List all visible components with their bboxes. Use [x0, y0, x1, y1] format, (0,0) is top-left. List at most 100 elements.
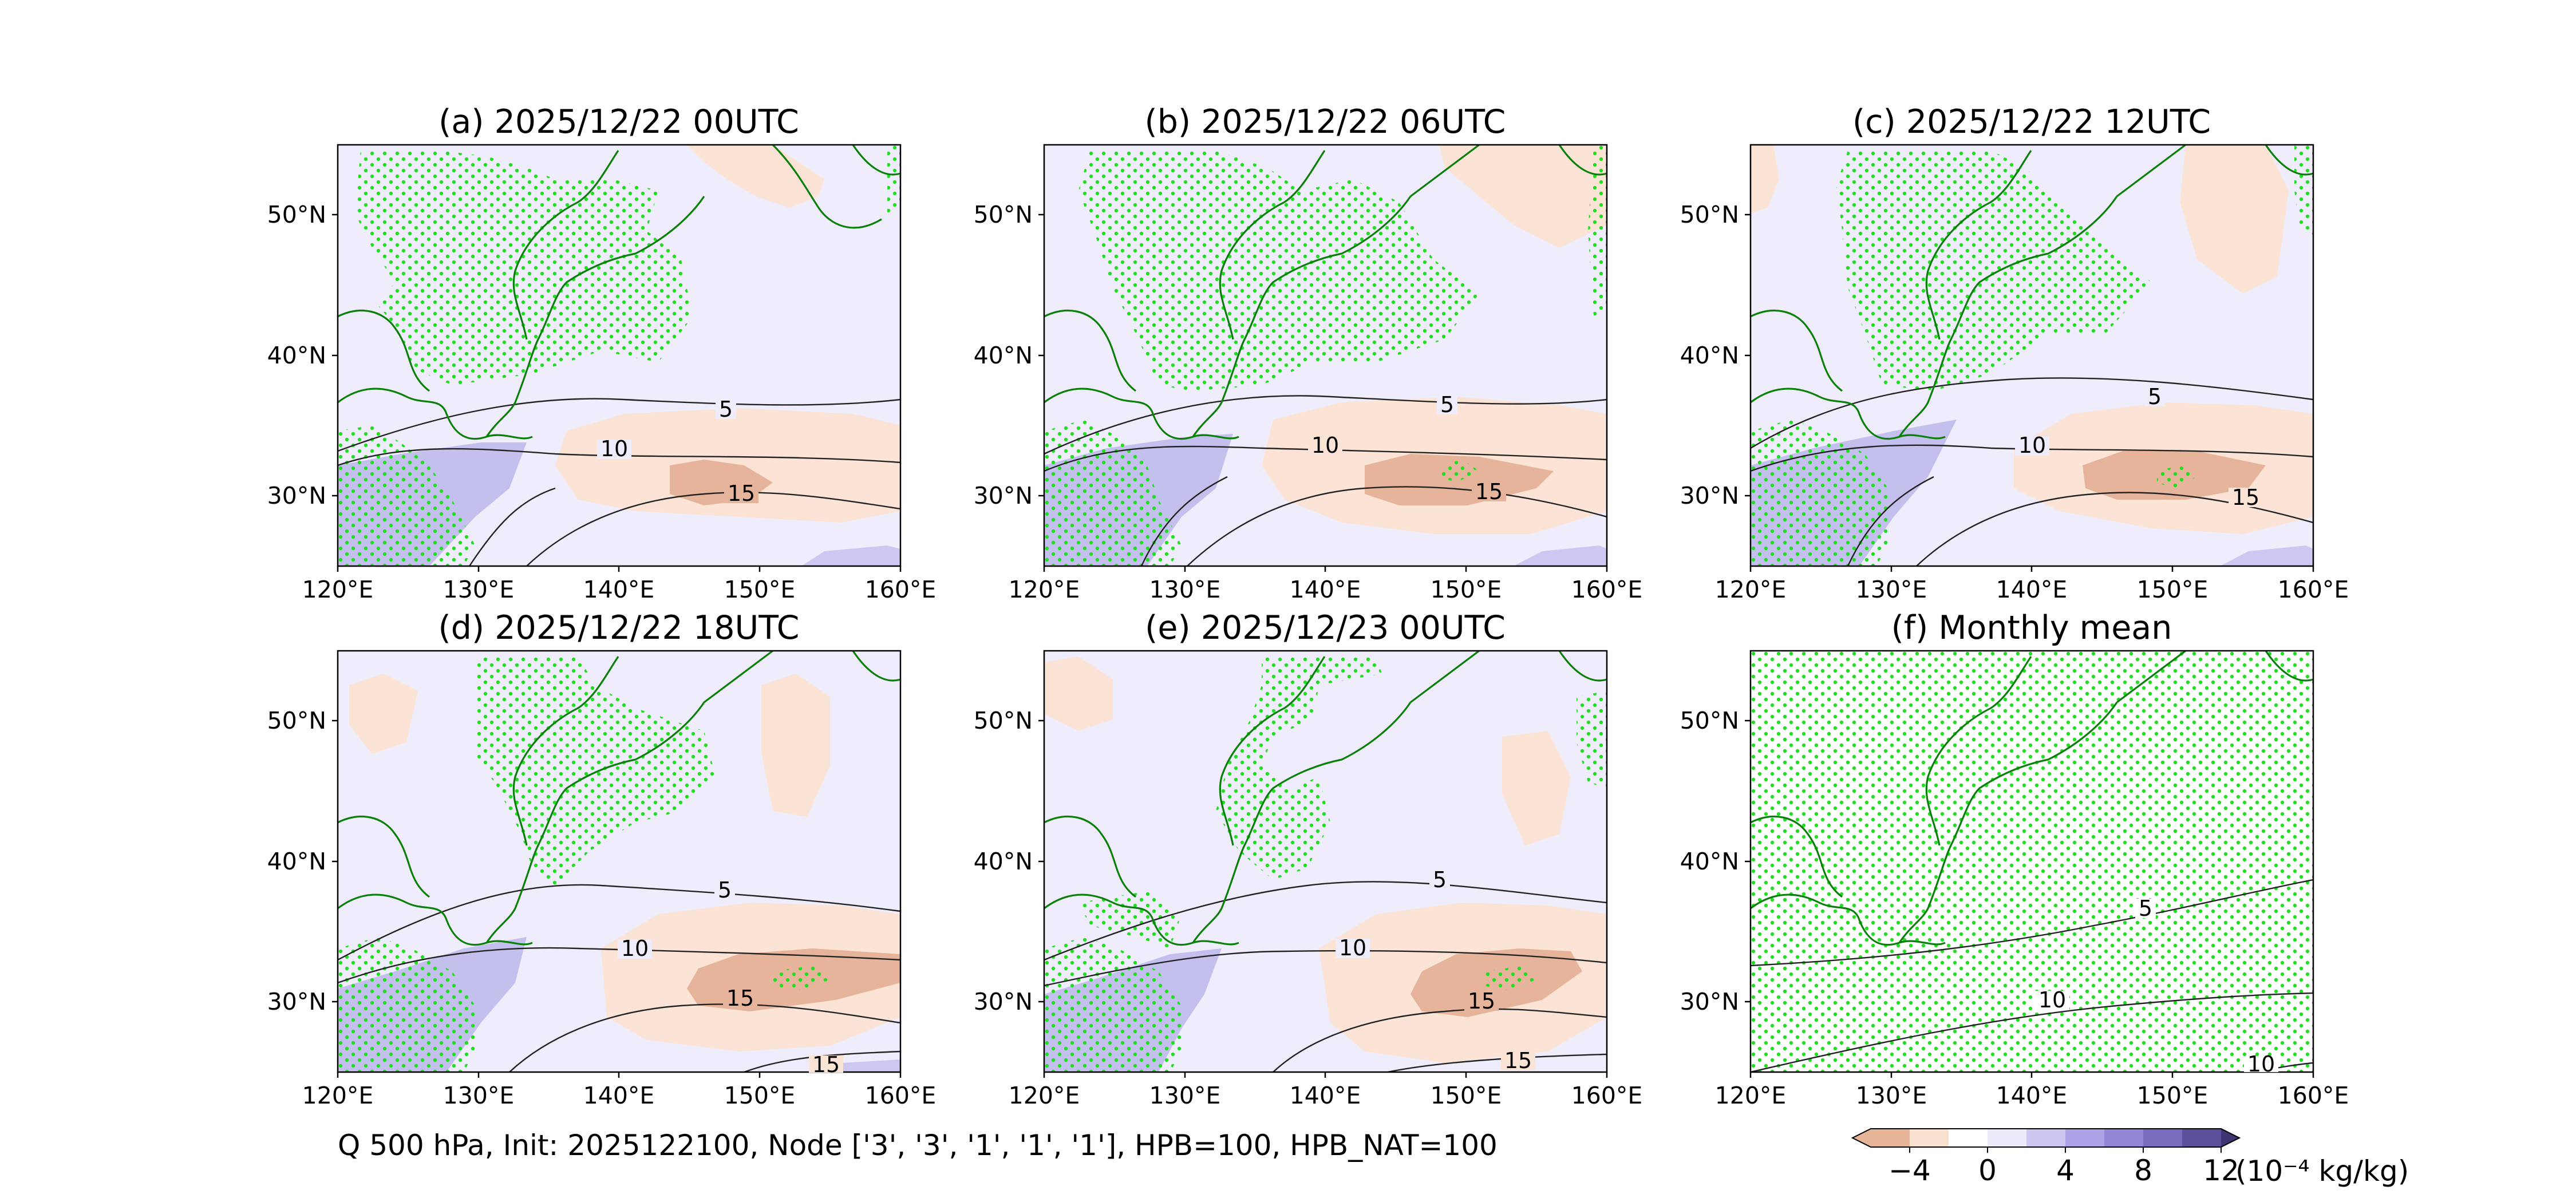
stipple-significance [2157, 465, 2197, 488]
stipple-significance [887, 145, 900, 213]
colorbar-segment [1910, 1129, 1949, 1147]
contour-line [1751, 444, 2313, 472]
x-tick-label: 150°E [1431, 1082, 1502, 1109]
y-axis: 30°N 40°N 50°N [267, 201, 338, 509]
contour-line [1847, 476, 1934, 566]
colorbar-tick-label: 12 [2203, 1154, 2239, 1187]
y-tick-label: 40°N [974, 342, 1033, 369]
humidity-anomaly-positive [1502, 731, 1571, 845]
y-tick-label: 30°N [974, 988, 1033, 1015]
coastline [1044, 150, 1412, 440]
coastline [1751, 150, 2118, 440]
x-tick-label: 120°E [302, 576, 374, 603]
coastline [772, 145, 900, 229]
colorbar-segment [2026, 1129, 2065, 1147]
contour-labels: 5 10 15 15 [1336, 867, 1535, 1073]
panel-title: (c) 2025/12/22 12UTC [1852, 103, 2211, 141]
stipple-significance [475, 657, 716, 885]
colorbar-segment [1988, 1129, 2026, 1147]
x-tick-label: 160°E [865, 576, 937, 603]
panel-b: (b) 2025/12/22 06UTC 5 10 [974, 103, 1643, 603]
x-axis: 120°E 130°E 140°E 150°E 160°E [302, 1072, 936, 1109]
contour-labels: 5 10 15 15 [618, 877, 843, 1077]
contour-line [1751, 377, 2313, 449]
x-tick-label: 140°E [583, 1082, 655, 1109]
y-tick-label: 30°N [267, 988, 326, 1015]
contour-line [338, 884, 900, 961]
stipple-significance [1439, 460, 1479, 483]
colorbar-outline [1851, 1128, 2241, 1148]
x-tick-label: 130°E [443, 1082, 515, 1109]
coastline [1044, 816, 1136, 898]
contour-labels: 5 10 15 [597, 397, 758, 506]
x-axis: 120°E 130°E 140°E 150°E 160°E [1009, 566, 1642, 603]
coastline [1044, 656, 1412, 946]
x-tick-label: 120°E [1009, 576, 1080, 603]
y-axis: 30°N 40°N 50°N [974, 201, 1044, 509]
x-tick-label: 160°E [2278, 576, 2349, 603]
contour-label: 15 [1475, 479, 1503, 504]
panel-title: (a) 2025/12/22 00UTC [438, 103, 799, 141]
y-tick-label: 50°N [1680, 707, 1739, 734]
stipple-significance [1588, 145, 1607, 317]
humidity-anomaly-positive [2180, 145, 2289, 294]
panel-title: (e) 2025/12/23 00UTC [1145, 609, 1506, 647]
humidity-anomaly-positive [1044, 657, 1113, 731]
x-tick-label: 120°E [302, 1082, 374, 1109]
coastline [1044, 310, 1136, 392]
contour-label: 10 [2247, 1051, 2275, 1077]
x-tick-label: 130°E [443, 576, 515, 603]
x-tick-label: 140°E [583, 576, 655, 603]
coastline [338, 310, 430, 392]
x-tick-label: 130°E [1856, 1082, 1927, 1109]
contour-line [1044, 395, 1607, 455]
coastline [1410, 651, 1607, 703]
y-tick-label: 30°N [1680, 482, 1739, 509]
panel-title: (d) 2025/12/22 18UTC [438, 609, 800, 647]
contour-label: 10 [2038, 987, 2066, 1013]
colorbar-segment [2104, 1129, 2143, 1147]
contour-labels: 5 10 10 [2035, 896, 2278, 1077]
x-tick-label: 120°E [1715, 576, 1787, 603]
stipple-significance [1751, 420, 1888, 566]
contour-label: 5 [2139, 896, 2152, 921]
coastline [338, 150, 705, 440]
humidity-anomaly-positive [687, 145, 824, 208]
contour-labels: 5 10 15 [1308, 392, 1506, 504]
stipple-significance [1216, 657, 1382, 880]
y-tick-label: 50°N [267, 707, 326, 734]
y-tick-label: 50°N [974, 201, 1033, 228]
stipple-significance [1485, 966, 1536, 991]
x-tick-label: 130°E [1149, 576, 1221, 603]
y-tick-label: 50°N [974, 707, 1033, 734]
contour-line [1187, 486, 1607, 566]
y-axis: 30°N 40°N 50°N [1680, 707, 1751, 1015]
contour-labels: 5 10 15 [2015, 384, 2263, 510]
stipple-significance [1044, 937, 1182, 1072]
colorbar: −4 0 4 8 12 (10⁻⁴ kg/kg) [1851, 1128, 2409, 1188]
contour-label: 5 [1440, 392, 1454, 417]
colorbar-segment [1949, 1129, 1988, 1147]
coastline [704, 651, 900, 703]
contour-line [1140, 476, 1228, 566]
x-tick-label: 150°E [2137, 576, 2208, 603]
contour-line [468, 487, 556, 566]
x-tick-label: 160°E [1571, 1082, 1643, 1109]
x-tick-label: 140°E [1996, 576, 2068, 603]
colorbar-segment [2182, 1129, 2221, 1147]
stipple-significance [1044, 420, 1182, 566]
x-tick-label: 150°E [724, 1082, 796, 1109]
colorbar-segment [2143, 1129, 2182, 1147]
x-tick-label: 140°E [1290, 1082, 1361, 1109]
colorbar-extend-low [1852, 1129, 1871, 1147]
contour-label: 10 [2018, 433, 2046, 458]
coastline [1751, 656, 2118, 946]
y-tick-label: 40°N [974, 848, 1033, 875]
contour-label: 5 [718, 877, 732, 903]
stipple-significance [773, 966, 830, 991]
y-axis: 30°N 40°N 50°N [267, 707, 338, 1015]
humidity-anomaly-negative [801, 545, 900, 566]
colorbar-segments [1851, 1128, 2241, 1148]
x-tick-label: 130°E [1856, 576, 1927, 603]
